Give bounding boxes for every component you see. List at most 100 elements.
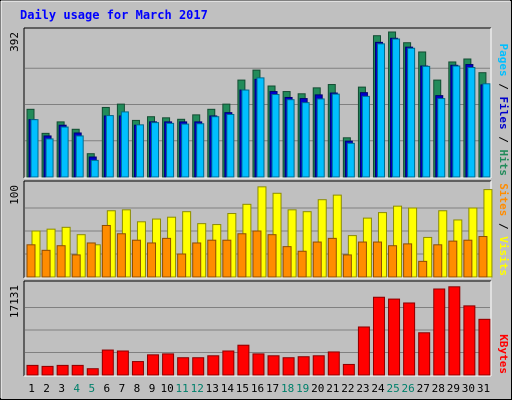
- legend-entry: /: [497, 130, 510, 150]
- bar-kbytes-day-15: [237, 344, 250, 376]
- x-tick-label-25: 25: [386, 382, 399, 395]
- x-tick-label-4: 4: [73, 382, 80, 395]
- y-axis-max-label: 392: [8, 32, 21, 52]
- x-tick-label-7: 7: [119, 382, 126, 395]
- chart-title: Daily usage for March 2017: [20, 8, 208, 22]
- bar-pages-day-30: [467, 67, 476, 178]
- bar-kbytes-day-26: [403, 302, 416, 376]
- bar-pages-day-16: [256, 77, 265, 178]
- bar-kbytes-day-13: [207, 355, 220, 376]
- bar-kbytes-day-12: [192, 357, 205, 376]
- bar-sites-day-2: [41, 249, 51, 278]
- bar-sites-day-27: [418, 260, 428, 278]
- bar-sites-day-8: [131, 239, 141, 278]
- legend-entry: Hits: [497, 150, 510, 177]
- bar-pages-day-14: [226, 113, 235, 178]
- bar-sites-day-9: [147, 242, 157, 278]
- x-tick-label-8: 8: [134, 382, 141, 395]
- bar-kbytes-day-3: [56, 364, 69, 376]
- bar-pages-day-25: [392, 38, 401, 178]
- bar-pages-day-24: [376, 43, 385, 178]
- bar-visits-day-18: [287, 209, 297, 278]
- x-tick-label-24: 24: [371, 382, 385, 395]
- bar-pages-day-10: [166, 122, 175, 178]
- bar-sites-day-28: [433, 244, 443, 278]
- bar-pages-day-29: [452, 65, 461, 178]
- bar-kbytes-day-25: [388, 298, 401, 376]
- bar-pages-day-4: [75, 135, 84, 178]
- panel-hits-files-pages: 392 Pages / Files / Hits: [8, 27, 510, 179]
- x-tick-label-15: 15: [236, 382, 249, 395]
- bar-sites-day-16: [252, 230, 262, 278]
- bar-visits-day-21: [332, 194, 342, 278]
- bar-visits-day-19: [302, 211, 312, 278]
- bar-sites-day-19: [297, 250, 307, 278]
- bar-kbytes-day-30: [463, 305, 476, 376]
- bar-visits-day-28: [438, 210, 448, 278]
- bar-pages-day-18: [286, 99, 295, 178]
- x-tick-label-11: 11: [176, 382, 189, 395]
- bar-sites-day-12: [192, 242, 202, 278]
- legend-entry: /: [497, 216, 510, 236]
- x-tick-label-28: 28: [432, 382, 445, 395]
- bar-visits-day-26: [408, 207, 418, 278]
- x-tick-label-22: 22: [341, 382, 354, 395]
- bar-sites-day-23: [357, 241, 367, 278]
- bar-sites-day-29: [448, 240, 458, 278]
- bar-pages-day-27: [422, 65, 431, 178]
- bar-kbytes-day-5: [86, 368, 99, 376]
- x-tick-label-18: 18: [281, 382, 294, 395]
- bar-pages-day-13: [211, 116, 220, 178]
- bar-pages-day-19: [301, 102, 310, 178]
- x-tick-label-20: 20: [311, 382, 324, 395]
- bar-pages-day-17: [271, 94, 280, 178]
- bar-sites-day-24: [372, 241, 382, 278]
- y-axis-max-label: 17131: [8, 285, 21, 318]
- x-tick-label-26: 26: [402, 382, 415, 395]
- x-tick-label-21: 21: [326, 382, 339, 395]
- legend-hits-files-pages: Pages / Files / Hits: [497, 44, 510, 177]
- bar-sites-day-7: [116, 233, 126, 278]
- bar-pages-day-11: [181, 123, 190, 178]
- bar-sites-day-13: [207, 239, 217, 278]
- legend-entry: Pages: [497, 44, 510, 77]
- bar-kbytes-day-22: [342, 363, 355, 376]
- bar-kbytes-day-8: [131, 361, 144, 376]
- bar-pages-day-15: [241, 89, 250, 178]
- bar-pages-day-7: [120, 111, 129, 178]
- bar-kbytes-day-10: [162, 353, 175, 376]
- bar-sites-day-14: [222, 239, 232, 278]
- bar-pages-day-12: [196, 123, 205, 178]
- x-tick-label-27: 27: [417, 382, 430, 395]
- bar-sites-day-17: [267, 234, 277, 278]
- x-tick-label-2: 2: [43, 382, 50, 395]
- bar-kbytes-day-2: [41, 365, 54, 376]
- bar-pages-day-23: [361, 95, 370, 178]
- y-axis-max-label: 100: [8, 185, 21, 205]
- bar-pages-day-28: [437, 98, 446, 178]
- x-tick-label-17: 17: [266, 382, 279, 395]
- bar-pages-day-9: [151, 122, 160, 178]
- x-tick-label-29: 29: [447, 382, 460, 395]
- bar-sites-day-6: [101, 224, 111, 278]
- legend-entry: Sites: [497, 183, 510, 216]
- bar-pages-day-20: [316, 98, 325, 178]
- bar-kbytes-day-18: [282, 357, 295, 376]
- bar-pages-day-22: [346, 142, 355, 178]
- bar-visits-day-20: [317, 199, 327, 278]
- legend-visits-sites: Sites / Visits: [497, 183, 510, 276]
- x-tick-label-16: 16: [251, 382, 264, 395]
- bar-pages-day-3: [60, 126, 69, 178]
- x-tick-label-12: 12: [191, 382, 204, 395]
- bar-kbytes-day-17: [267, 355, 280, 376]
- x-tick-label-1: 1: [28, 382, 35, 395]
- bar-pages-day-31: [482, 83, 491, 178]
- legend-entry: Visits: [497, 236, 510, 276]
- chart-panels: 392 Pages / Files / Hits 100 Sites / Visits…: [8, 27, 510, 377]
- bar-sites-day-10: [162, 237, 172, 278]
- panel-kbytes: 17131 KBytes: [8, 280, 510, 377]
- bar-kbytes-day-11: [177, 357, 190, 376]
- x-tick-label-14: 14: [221, 382, 235, 395]
- legend-entry: Files: [497, 97, 510, 130]
